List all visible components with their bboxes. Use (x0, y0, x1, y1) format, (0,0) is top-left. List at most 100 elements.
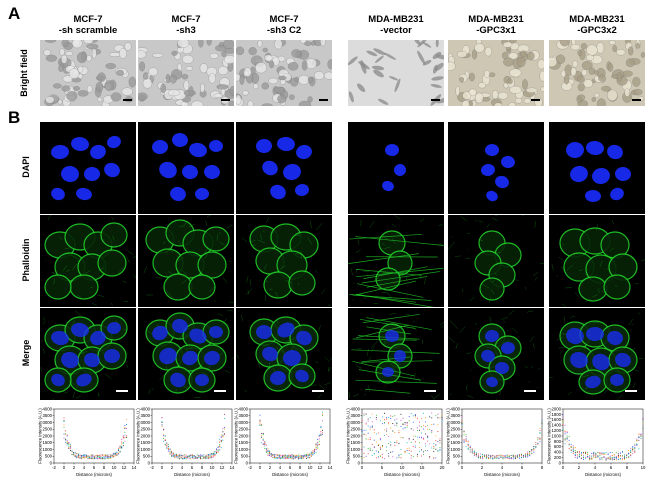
phalloidin-stain (241, 217, 330, 307)
data-point (603, 455, 605, 458)
data-point (615, 459, 617, 461)
data-point (125, 428, 128, 430)
data-point (570, 451, 572, 453)
column-header-mcf7-sh-scramble: MCF-7 -sh scramble (58, 14, 118, 36)
data-point (437, 441, 439, 443)
data-point (180, 457, 182, 459)
data-point (371, 425, 373, 427)
data-point (288, 457, 290, 459)
data-point (191, 455, 193, 457)
data-point (283, 455, 285, 457)
data-point (117, 453, 120, 455)
data-point (217, 449, 219, 451)
data-point (321, 429, 324, 431)
data-point (582, 456, 585, 458)
data-point (621, 457, 624, 459)
merge-stain (448, 309, 541, 400)
data-point (275, 454, 277, 456)
data-point (516, 454, 518, 456)
x-tick-label: 2 (481, 465, 484, 470)
data-point (185, 456, 187, 458)
data-point (84, 456, 86, 458)
data-point (572, 449, 574, 451)
data-point (179, 458, 181, 460)
data-point (87, 455, 89, 457)
data-point (566, 438, 568, 440)
data-point (535, 447, 537, 449)
data-point (601, 458, 603, 460)
data-point (265, 449, 267, 451)
data-point (429, 455, 431, 457)
merge-micrograph-mcf7-sh-scramble (40, 308, 136, 400)
data-point (564, 439, 566, 441)
data-point (514, 458, 516, 460)
merge-stain (236, 314, 332, 399)
x-tick-label: 8 (299, 465, 302, 470)
data-point (504, 457, 506, 459)
data-point (116, 451, 118, 453)
plot-canvas: -2 0 2 4 6 8 10 12 14050010001500200025003000350… (234, 406, 333, 477)
data-point (473, 454, 475, 456)
data-point (379, 456, 382, 458)
data-point (198, 455, 200, 457)
data-point (361, 445, 363, 447)
data-point (63, 426, 65, 428)
bright-field-texture (348, 40, 444, 106)
data-point (427, 450, 429, 452)
data-point (76, 456, 78, 458)
data-point (365, 429, 367, 431)
data-point (533, 451, 535, 453)
data-point (408, 449, 410, 452)
plot-frame (249, 408, 331, 464)
data-point (177, 454, 179, 456)
phalloidin-stain (44, 215, 136, 306)
data-point (310, 453, 312, 455)
data-point (174, 456, 176, 458)
data-point (431, 447, 433, 449)
data-point (68, 442, 70, 445)
data-point (541, 421, 543, 423)
data-points (562, 414, 644, 461)
data-point (619, 452, 621, 454)
data-point (315, 446, 317, 448)
data-point (396, 457, 398, 459)
data-point (379, 420, 382, 422)
data-point (576, 454, 578, 456)
data-point (307, 453, 309, 455)
data-point (527, 453, 529, 455)
data-point (386, 416, 388, 419)
data-point (312, 452, 314, 454)
data-point (286, 455, 288, 457)
data-point (106, 454, 108, 456)
x-tick-label: 10 (400, 465, 405, 470)
x-tick-label: 6 (521, 465, 524, 470)
data-point (312, 453, 314, 455)
data-point (435, 457, 437, 459)
scale-bar (531, 99, 540, 101)
bright-field-image-mda-vector (348, 40, 444, 106)
data-point (384, 422, 386, 424)
scale-bar (312, 390, 324, 392)
data-point (587, 455, 589, 457)
data-point (572, 447, 574, 449)
data-point (74, 456, 76, 458)
data-point (615, 452, 617, 454)
data-point (97, 458, 99, 460)
y-tick-label: 4000 (238, 406, 248, 411)
phalloidin-micrograph-mda-gpc3x1 (448, 215, 544, 307)
data-point (539, 437, 541, 439)
data-point (305, 454, 308, 456)
data-point (363, 413, 365, 415)
data-point (435, 440, 437, 442)
data-point (615, 458, 617, 460)
data-point (630, 447, 632, 449)
data-point (207, 453, 210, 456)
data-point (574, 447, 576, 449)
data-point (280, 457, 282, 459)
data-point (212, 453, 214, 455)
data-point (406, 423, 408, 425)
data-point (109, 455, 112, 457)
data-point (412, 435, 414, 437)
data-point (177, 457, 179, 459)
data-point (81, 456, 83, 458)
